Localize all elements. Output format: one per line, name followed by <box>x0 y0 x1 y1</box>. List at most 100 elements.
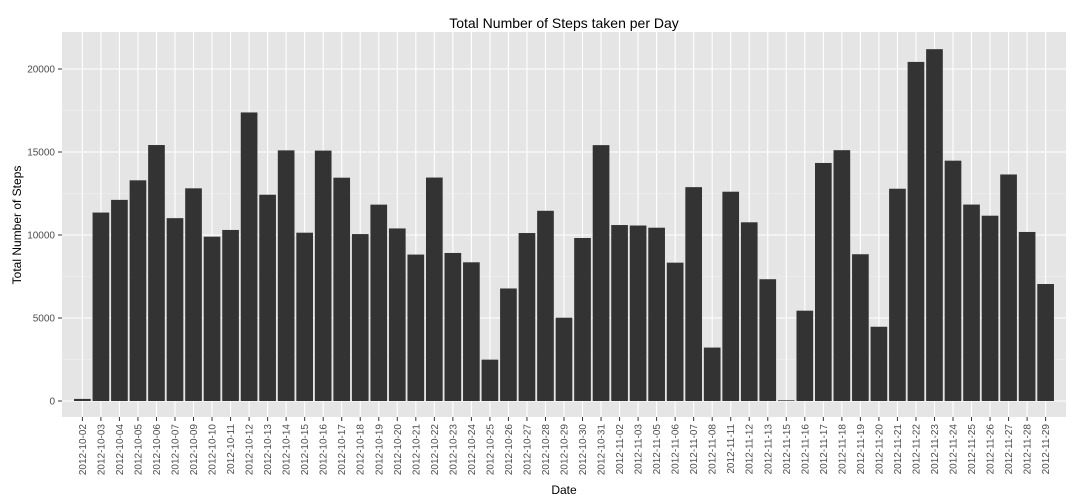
bar-2012-10-16 <box>314 150 332 401</box>
x-tick-label: 2012-10-15 <box>300 424 311 476</box>
y-tick-label: 10000 <box>27 231 55 242</box>
bar-2012-11-11 <box>722 191 740 401</box>
x-tick-label: 2012-10-04 <box>115 424 126 476</box>
bar-2012-10-07 <box>166 218 184 401</box>
x-tick-label: 2012-10-14 <box>282 424 293 476</box>
x-tick-label: 2012-11-17 <box>819 424 830 475</box>
x-tick-label: 2012-11-02 <box>615 424 626 475</box>
x-tick-label: 2012-11-20 <box>874 424 885 475</box>
x-tick-label: 2012-11-24 <box>949 424 960 475</box>
x-tick-label: 2012-10-28 <box>541 424 552 476</box>
x-tick-label: 2012-10-10 <box>208 424 219 476</box>
bar-2012-11-16 <box>796 310 814 401</box>
bar-2012-11-02 <box>611 225 628 401</box>
bar-2012-10-31 <box>592 145 610 401</box>
bar-2012-10-06 <box>148 145 165 401</box>
x-tick-label: 2012-11-25 <box>967 424 978 475</box>
y-axis-ticks: 0 5000 10000 15000 20000 <box>27 65 62 408</box>
bar-2012-10-03 <box>92 212 110 401</box>
bar-2012-10-27 <box>518 233 536 401</box>
x-tick-label: 2012-10-26 <box>504 424 515 476</box>
bar-2012-11-13 <box>759 279 777 401</box>
x-tick-label: 2012-11-26 <box>986 424 997 475</box>
bar-2012-10-11 <box>222 229 239 401</box>
bar-2012-11-21 <box>889 188 906 401</box>
x-tick-label: 2012-11-22 <box>911 424 922 475</box>
y-tick-label: 5000 <box>33 314 56 325</box>
x-tick-label: 2012-10-02 <box>78 424 89 476</box>
x-tick-label: 2012-11-13 <box>763 424 774 475</box>
bar-2012-10-12 <box>240 112 258 401</box>
x-tick-label: 2012-10-19 <box>374 424 385 476</box>
chart-title: Total Number of Steps taken per Day <box>449 15 679 31</box>
bar-2012-10-25 <box>481 359 499 401</box>
x-tick-label: 2012-11-23 <box>930 424 941 475</box>
bar-2012-11-17 <box>815 162 832 401</box>
bar-2012-11-28 <box>1018 231 1036 401</box>
bar-2012-11-03 <box>629 225 647 401</box>
x-tick-label: 2012-11-12 <box>745 424 756 475</box>
bar-2012-11-20 <box>870 326 888 401</box>
x-tick-label: 2012-10-31 <box>597 424 608 476</box>
x-tick-label: 2012-11-21 <box>893 424 904 475</box>
x-tick-label: 2012-10-20 <box>393 424 404 476</box>
bar-2012-11-29 <box>1037 284 1054 401</box>
x-tick-label: 2012-10-23 <box>448 424 459 476</box>
x-tick-label: 2012-11-27 <box>1004 424 1015 475</box>
bar-2012-10-14 <box>277 150 295 401</box>
bar-2012-11-15 <box>777 400 795 401</box>
x-tick-label: 2012-10-03 <box>96 424 107 476</box>
y-axis-title: Total Number of Steps <box>10 166 24 285</box>
bar-2012-10-24 <box>463 262 480 401</box>
bar-2012-11-27 <box>1000 174 1017 401</box>
bar-2012-11-06 <box>666 262 684 401</box>
bar-2012-11-25 <box>963 204 980 401</box>
bar-2012-11-22 <box>907 61 925 401</box>
x-tick-label: 2012-10-07 <box>170 424 181 476</box>
x-tick-label: 2012-10-05 <box>133 424 144 476</box>
bar-2012-10-15 <box>296 232 313 401</box>
x-tick-label: 2012-10-17 <box>337 424 348 476</box>
x-tick-label: 2012-10-11 <box>226 424 237 475</box>
x-tick-label: 2012-10-25 <box>485 424 496 476</box>
x-tick-label: 2012-10-09 <box>189 424 200 476</box>
bars <box>74 49 1054 402</box>
x-tick-label: 2012-11-16 <box>800 424 811 475</box>
bar-2012-10-20 <box>388 228 406 401</box>
x-axis-title: Date <box>551 483 577 497</box>
x-tick-label: 2012-11-05 <box>652 424 663 475</box>
bar-2012-10-22 <box>425 177 443 401</box>
bar-2012-10-29 <box>555 317 573 401</box>
x-tick-label: 2012-11-28 <box>1023 424 1034 475</box>
y-tick-label: 15000 <box>27 148 55 159</box>
bar-2012-10-26 <box>500 288 517 401</box>
bar-2012-11-05 <box>648 227 665 401</box>
bar-2012-11-08 <box>703 347 721 401</box>
bar-2012-11-19 <box>852 254 869 401</box>
bar-2012-10-23 <box>444 252 462 401</box>
x-tick-label: 2012-10-18 <box>356 424 367 476</box>
bar-2012-11-23 <box>926 49 943 402</box>
x-tick-label: 2012-10-30 <box>578 424 589 476</box>
bar-2012-10-18 <box>351 234 369 401</box>
bar-2012-10-19 <box>370 204 388 401</box>
bar-2012-10-30 <box>574 238 591 401</box>
bar-2012-10-13 <box>259 194 276 401</box>
bar-2012-11-26 <box>981 215 999 401</box>
x-tick-label: 2012-10-24 <box>467 424 478 476</box>
x-axis-ticks: 2012-10-02 2012-10-03 2012-10-04 2012-10-05… <box>78 417 1052 475</box>
x-tick-label: 2012-11-29 <box>1041 424 1052 475</box>
x-tick-label: 2012-10-06 <box>152 424 163 476</box>
x-tick-label: 2012-10-16 <box>319 424 330 476</box>
bar-2012-10-05 <box>129 180 147 401</box>
bar-2012-10-10 <box>203 236 221 401</box>
x-tick-label: 2012-11-06 <box>671 424 682 475</box>
x-tick-label: 2012-10-12 <box>245 424 256 476</box>
x-tick-label: 2012-10-21 <box>411 424 422 476</box>
bar-2012-10-17 <box>333 177 351 401</box>
bar-2012-10-28 <box>537 210 554 401</box>
x-tick-label: 2012-11-11 <box>726 424 737 474</box>
y-tick-label: 20000 <box>27 65 55 76</box>
x-tick-label: 2012-11-08 <box>708 424 719 475</box>
bar-2012-10-21 <box>407 254 425 401</box>
